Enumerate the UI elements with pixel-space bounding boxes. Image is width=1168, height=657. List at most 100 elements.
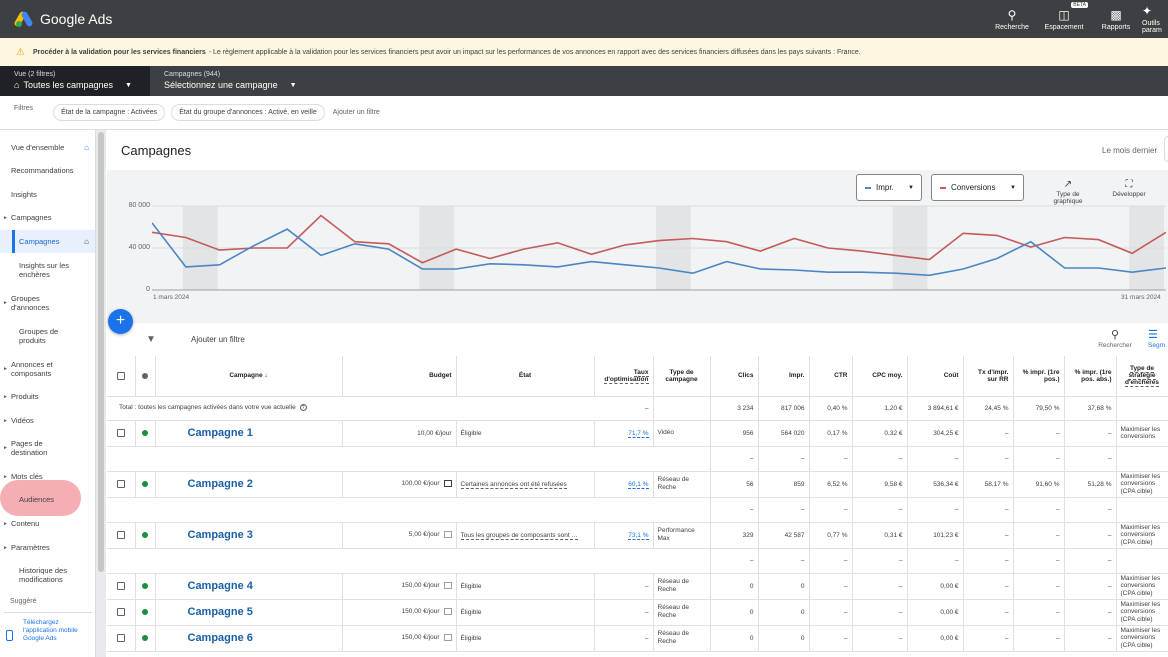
table-row[interactable]: Campagne 3 5,00 €/jour Tous les groupes de…: [107, 522, 1168, 548]
edit-budget-icon[interactable]: [444, 634, 452, 641]
sidebar-item-ads-assets[interactable]: ► Annonces et composants: [0, 359, 95, 379]
table-row[interactable]: Campagne 2 100,00 €/jour Certaines annonce…: [107, 471, 1168, 497]
optimization-score[interactable]: –: [594, 573, 653, 599]
strategy-column-header[interactable]: Type de stratégie d'enchères: [1116, 356, 1168, 396]
view-selector[interactable]: Vue (2 filtres) ⌂ Toutes les campagnes ▼: [0, 66, 150, 96]
campaign-name-link[interactable]: Campagne 2: [160, 478, 253, 490]
sidebar-scroll-thumb[interactable]: [98, 132, 104, 572]
sidebar-item-content[interactable]: ► Contenu: [0, 517, 95, 530]
type-column-header[interactable]: Type de campagne: [653, 356, 710, 396]
metric-select-impressions[interactable]: Impr. ▼: [856, 174, 922, 201]
table-row[interactable]: Campagne 6 150,00 €/jour Éligible – Réseau d…: [107, 625, 1168, 651]
status-dot[interactable]: [135, 471, 155, 497]
sidebar-item-landing-pages[interactable]: ► Pages de destination: [0, 438, 95, 458]
campaign-name-link[interactable]: Campagne 3: [160, 529, 253, 541]
state-column-header[interactable]: État: [456, 356, 594, 396]
row-checkbox[interactable]: [107, 471, 135, 497]
sidebar-item-videos[interactable]: ► Vidéos: [0, 414, 95, 427]
bid-strategy-link[interactable]: Maximiser les conversions: [1116, 420, 1168, 446]
budget-value: 5,00 €/jour: [409, 532, 440, 539]
status-dot[interactable]: [135, 573, 155, 599]
download-app-link[interactable]: Téléchargez l'application mobile Google …: [23, 619, 93, 643]
sidebar-item-product-groups[interactable]: Groupes de produits: [0, 326, 95, 346]
rr-column-header[interactable]: Tx d'impr. sur RR: [963, 356, 1013, 396]
cpc-column-header[interactable]: CPC moy.: [852, 356, 907, 396]
spacing-button[interactable]: BÊTA ◫ Espacement: [1038, 0, 1090, 38]
top-column-header[interactable]: % impr. (1re pos.): [1013, 356, 1064, 396]
optimization-score[interactable]: 73,1 %: [594, 522, 653, 548]
segment-button[interactable]: ☰ Segm: [1148, 328, 1165, 349]
bid-strategy-link[interactable]: Maximiser les conversions (CPA cible): [1116, 471, 1168, 497]
filter-chip-adgroup-status[interactable]: État du groupe d'annonces : Activé, en v…: [171, 104, 325, 121]
status-dot[interactable]: [135, 625, 155, 651]
bid-strategy-link[interactable]: Maximiser les conversions (CPA cible): [1116, 599, 1168, 625]
ctr-column-header[interactable]: CTR: [809, 356, 852, 396]
bid-strategy-link[interactable]: Maximiser les conversions (CPA cible): [1116, 573, 1168, 599]
row-checkbox[interactable]: [107, 625, 135, 651]
sidebar-item-overview[interactable]: Vue d'ensemble ⌂: [0, 141, 95, 154]
edit-budget-icon[interactable]: [444, 608, 452, 615]
ctr-value: –: [809, 599, 852, 625]
expand-button[interactable]: ⛶ Développer: [1104, 178, 1154, 198]
budget-column-header[interactable]: Budget: [342, 356, 456, 396]
sidebar-item-campaigns[interactable]: Campagnes ⌂: [0, 230, 95, 253]
campaign-name-link[interactable]: Campagne 6: [160, 632, 253, 644]
table-row[interactable]: Campagne 1 10,00 €/jour Éligible 71,7 % Vidé…: [107, 420, 1168, 446]
row-checkbox[interactable]: [107, 420, 135, 446]
optimization-score[interactable]: –: [594, 599, 653, 625]
status-dot[interactable]: [135, 599, 155, 625]
sidebar-item-change-history[interactable]: Historique des modifications: [0, 565, 95, 585]
status-dot[interactable]: [135, 522, 155, 548]
campaign-name-link[interactable]: Campagne 4: [160, 580, 253, 592]
table-search-button[interactable]: ⚲ Rechercher: [1095, 328, 1135, 349]
add-campaign-button[interactable]: +: [108, 309, 133, 334]
tools-button[interactable]: ✦ Outils param: [1142, 0, 1168, 38]
select-all-checkbox[interactable]: [107, 356, 135, 396]
bid-strategy-link[interactable]: Maximiser les conversions (CPA cible): [1116, 625, 1168, 651]
campaign-column-header[interactable]: Campagne ↓: [155, 356, 342, 396]
sidebar-item-campaigns-group[interactable]: ► Campagnes: [0, 211, 95, 224]
google-ads-logo[interactable]: Google Ads: [14, 10, 112, 28]
optimization-column-header[interactable]: Taux d'optimisation: [594, 356, 653, 396]
optimization-score[interactable]: –: [594, 625, 653, 651]
row-checkbox[interactable]: [107, 599, 135, 625]
impr-column-header[interactable]: Impr.: [758, 356, 809, 396]
add-filter-link[interactable]: Ajouter un filtre: [333, 109, 380, 116]
search-button[interactable]: ⚲ Recherche: [986, 0, 1038, 38]
clicks-column-header[interactable]: Clics: [710, 356, 758, 396]
sidebar-item-settings[interactable]: ► Paramètres: [0, 541, 95, 554]
reports-button[interactable]: ▩ Rapports: [1090, 0, 1142, 38]
abs-column-header[interactable]: % impr. (1re pos. abs.): [1064, 356, 1116, 396]
sidebar-item-insights[interactable]: Insights: [0, 188, 95, 201]
edit-budget-icon[interactable]: [444, 582, 452, 589]
optimization-score[interactable]: 71,7 %: [594, 420, 653, 446]
campaign-name-link[interactable]: Campagne 5: [160, 606, 253, 618]
cost-column-header[interactable]: Coût: [907, 356, 963, 396]
date-range-selector[interactable]: [1164, 136, 1168, 162]
campaign-name-link[interactable]: Campagne 1: [160, 427, 253, 439]
row-checkbox[interactable]: [107, 573, 135, 599]
sidebar-item-products[interactable]: ► Produits: [0, 390, 95, 403]
sidebar-item-audiences[interactable]: Audiences: [0, 493, 95, 506]
sidebar-item-keywords[interactable]: ► Mots clés: [0, 470, 95, 483]
table-row[interactable]: Campagne 4 150,00 €/jour Éligible – Réseau d…: [107, 573, 1168, 599]
filter-icon[interactable]: ▼: [146, 334, 156, 345]
status-dot[interactable]: [135, 420, 155, 446]
sidebar-item-recommendations[interactable]: Recommandations: [0, 164, 95, 177]
campaign-selector[interactable]: Campagnes (944) Sélectionnez une campagn…: [150, 66, 311, 96]
filter-chip-campaign-status[interactable]: État de la campagne : Activées: [53, 104, 165, 121]
optimization-score[interactable]: 60,1 %: [594, 471, 653, 497]
table-add-filter[interactable]: Ajouter un filtre: [191, 335, 245, 344]
row-checkbox[interactable]: [107, 522, 135, 548]
chart-type-button[interactable]: ↗ Type de graphique: [1046, 178, 1090, 205]
bid-strategy-link[interactable]: Maximiser les conversions (CPA cible): [1116, 522, 1168, 548]
edit-budget-icon[interactable]: [444, 480, 452, 487]
edit-budget-icon[interactable]: [444, 531, 452, 538]
info-icon[interactable]: ?: [300, 404, 307, 411]
table-row[interactable]: Campagne 5 150,00 €/jour Éligible – Réseau d…: [107, 599, 1168, 625]
date-range-label[interactable]: Le mois dernier: [1102, 146, 1157, 155]
sidebar-item-ad-groups[interactable]: ► Groupes d'annonces: [0, 293, 95, 313]
sidebar-item-auction-insights[interactable]: Insights sur les enchères: [0, 260, 95, 280]
metric-select-conversions[interactable]: Conversions ▼: [931, 174, 1024, 201]
banner-title[interactable]: Procéder à la validation pour les servic…: [33, 49, 206, 56]
